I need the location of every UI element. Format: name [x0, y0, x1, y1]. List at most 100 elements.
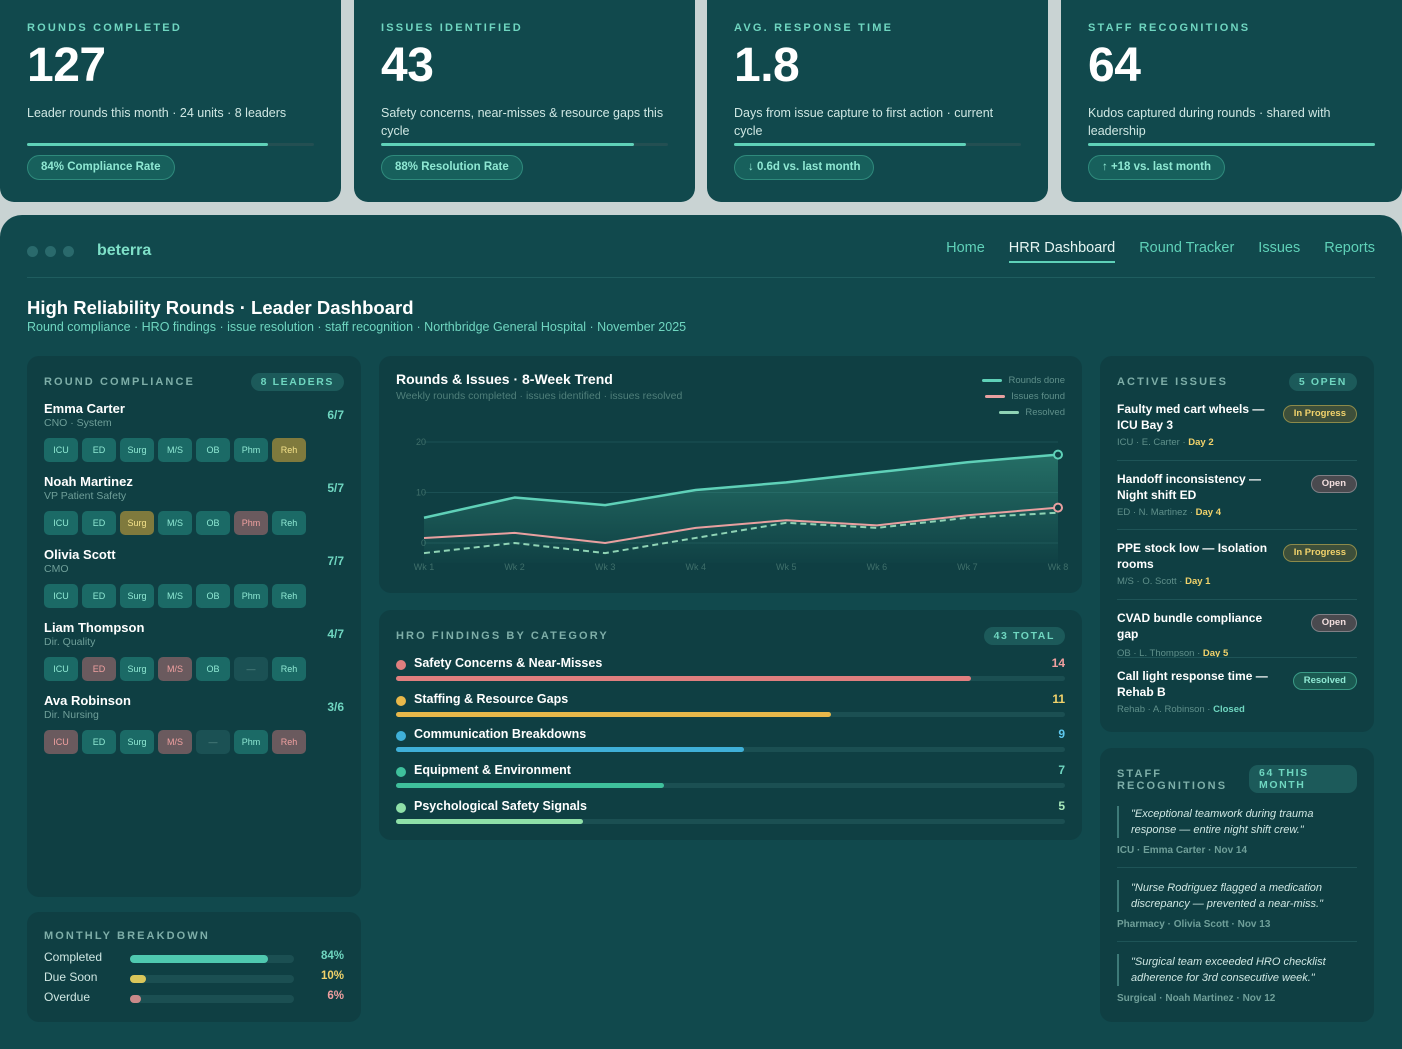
kpi-progress-fill — [734, 143, 967, 146]
status-badge[interactable]: In Progress — [1282, 544, 1357, 562]
unit-chip[interactable]: ICU — [44, 438, 78, 462]
hro-findings-card: HRO FINDINGS BY CATEGORY 43 TOTAL Safety… — [379, 610, 1082, 840]
window-dot-icon[interactable] — [63, 246, 74, 257]
leader-row: Olivia Scott CMO 7/7 ICU ED Surg M/S OB Phm Reh — [44, 547, 344, 608]
issue-divider — [1117, 657, 1357, 658]
x-tick-label: Wk 2 — [504, 562, 525, 572]
issue-meta: ICU · E. Carter · Day 2 — [1117, 437, 1357, 448]
kpi-value: 64 — [1088, 39, 1141, 92]
recognition-quote: "Nurse Rodriguez flagged a medication di… — [1117, 880, 1357, 912]
unit-chip[interactable]: OB — [196, 584, 230, 608]
kpi-card-response-time: AVG. RESPONSE TIME 1.8 Days from issue c… — [707, 0, 1048, 202]
unit-chips: ICU ED Surg M/S OB — Reh — [44, 657, 306, 681]
card-label: HRO FINDINGS BY CATEGORY — [396, 630, 609, 642]
unit-chip[interactable]: ED — [82, 730, 116, 754]
unit-chip[interactable]: Phm — [234, 438, 268, 462]
status-badge[interactable]: Resolved — [1292, 672, 1357, 690]
finding-count: 14 — [1051, 656, 1065, 670]
unit-chip[interactable]: ED — [82, 584, 116, 608]
unit-chip[interactable]: M/S — [158, 657, 192, 681]
unit-chip[interactable]: M/S — [158, 511, 192, 535]
unit-chip[interactable]: Reh — [272, 584, 306, 608]
kpi-pill: ↑ +18 vs. last month — [1088, 155, 1225, 180]
status-badge[interactable]: Open — [1310, 614, 1357, 632]
y-tick-label: 0 — [421, 538, 426, 548]
chart-subtitle: Weekly rounds completed · issues identif… — [396, 390, 683, 402]
nav-home[interactable]: Home — [946, 240, 985, 256]
unit-chips: ICU ED Surg M/S OB Phm Reh — [44, 511, 306, 535]
unit-chip[interactable]: ED — [82, 511, 116, 535]
unit-chip[interactable]: OB — [196, 511, 230, 535]
monthly-fill — [130, 975, 147, 983]
unit-chip[interactable]: ICU — [44, 657, 78, 681]
unit-chip[interactable]: Phm — [234, 730, 268, 754]
finding-fill — [396, 818, 584, 824]
finding-name: Safety Concerns & Near-Misses — [414, 656, 603, 670]
recognition-quote: "Surgical team exceeded HRO checklist ad… — [1117, 954, 1357, 986]
unit-chip[interactable]: ED — [82, 438, 116, 462]
active-issues-card: ACTIVE ISSUES 5 OPEN Faulty med cart whe… — [1100, 356, 1374, 732]
nav-round-tracker[interactable]: Round Tracker — [1139, 240, 1235, 256]
issue-divider — [1117, 460, 1357, 461]
unit-chip[interactable]: Surg — [120, 730, 154, 754]
issue-title: Call light response time — Rehab B — [1117, 669, 1268, 699]
series-end-point — [1053, 502, 1063, 513]
kpi-progress-bar — [381, 143, 668, 146]
issue-item[interactable]: CVAD bundle compliance gap OB · L. Thomps… — [1117, 610, 1357, 659]
kpi-label: AVG. RESPONSE TIME — [734, 22, 894, 34]
monthly-row: Completed 84% — [44, 950, 344, 966]
unit-chip[interactable]: M/S — [158, 584, 192, 608]
kpi-subtitle: Kudos captured during rounds · shared wi… — [1088, 106, 1331, 138]
round-compliance-card: ROUND COMPLIANCE 8 LEADERS Emma Carter CN… — [27, 356, 361, 897]
unit-chip[interactable]: OB — [196, 657, 230, 681]
leader-row: Liam Thompson Dir. Quality 4/7 ICU ED Surg M/S… — [44, 620, 344, 681]
issue-divider — [1117, 599, 1357, 600]
window-dot-icon[interactable] — [45, 246, 56, 257]
unit-chip[interactable]: Reh — [272, 657, 306, 681]
unit-chip[interactable]: Reh — [272, 438, 306, 462]
unit-chip[interactable]: Surg — [120, 438, 154, 462]
unit-chip[interactable]: Surg — [120, 584, 154, 608]
finding-row: Staffing & Resource Gaps 11 — [396, 692, 1065, 722]
unit-chip[interactable]: Reh — [272, 730, 306, 754]
finding-track — [396, 818, 1065, 824]
nav-issues[interactable]: Issues — [1258, 240, 1301, 256]
unit-chip[interactable]: ICU — [44, 511, 78, 535]
brand-logo[interactable]: beterra — [97, 242, 152, 259]
issue-divider — [1117, 529, 1357, 530]
issue-item[interactable]: PPE stock low — Isolation rooms M/S · O. … — [1117, 540, 1357, 587]
unit-chip[interactable]: Phm — [234, 511, 268, 535]
window-dot-icon[interactable] — [27, 246, 38, 257]
unit-chip[interactable]: ICU — [44, 584, 78, 608]
finding-row: Communication Breakdowns 9 — [396, 727, 1065, 757]
unit-chip[interactable]: — — [196, 730, 230, 754]
unit-chip[interactable]: Surg — [120, 657, 154, 681]
unit-chips: ICU ED Surg M/S OB Phm Reh — [44, 438, 306, 462]
unit-chip[interactable]: — — [234, 657, 268, 681]
status-badge[interactable]: Open — [1310, 475, 1357, 493]
unit-chip[interactable]: M/S — [158, 730, 192, 754]
recognition-author: ICU · Emma Carter · Nov 14 — [1117, 845, 1248, 856]
unit-chip[interactable]: Phm — [234, 584, 268, 608]
kpi-progress-fill — [1088, 143, 1375, 146]
finding-count: 5 — [1058, 798, 1065, 813]
unit-chip[interactable]: OB — [196, 438, 230, 462]
issue-item[interactable]: Faulty med cart wheels — ICU Bay 3 ICU · … — [1117, 401, 1357, 448]
nav-hrr-dashboard[interactable]: HRR Dashboard — [1008, 240, 1116, 263]
monthly-label: Completed — [44, 950, 103, 964]
unit-chip[interactable]: Surg — [120, 511, 154, 535]
finding-count: 7 — [1058, 763, 1065, 778]
unit-chip[interactable]: ED — [82, 657, 116, 681]
monthly-row: Overdue 6% — [44, 990, 344, 1006]
unit-chip[interactable]: ICU — [44, 730, 78, 754]
issue-age: Day 5 — [1202, 648, 1229, 659]
issue-item[interactable]: Handoff inconsistency — Night shift ED ED… — [1117, 471, 1357, 518]
status-badge[interactable]: In Progress — [1282, 405, 1357, 423]
nav-reports[interactable]: Reports — [1324, 240, 1375, 256]
unit-chip[interactable]: Reh — [272, 511, 306, 535]
kpi-pill: 88% Resolution Rate — [381, 155, 523, 180]
kpi-subtitle: Days from issue capture to first action … — [734, 106, 994, 138]
issue-item[interactable]: Call light response time — Rehab B Rehab … — [1117, 668, 1357, 715]
issue-meta-text: OB · L. Thompson · — [1117, 648, 1203, 659]
unit-chip[interactable]: M/S — [158, 438, 192, 462]
